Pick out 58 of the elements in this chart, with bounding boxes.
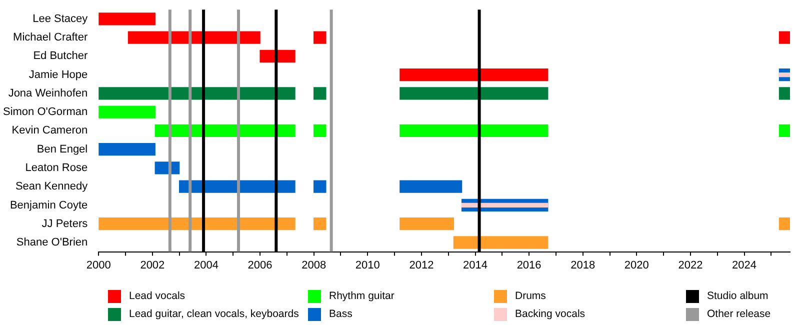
y-tick-label: Jona Weinhofen — [8, 87, 88, 100]
legend-label: Other release — [707, 308, 771, 320]
y-tick-label: Sean Kennedy — [15, 180, 88, 193]
x-tick-label: 2010 — [355, 259, 380, 272]
x-tick-label: 2004 — [194, 259, 218, 272]
y-tick-label: Jamie Hope — [28, 68, 88, 81]
x-tick-label: 2012 — [409, 259, 434, 272]
bar — [461, 202, 548, 208]
bar — [314, 218, 326, 230]
x-tick-label: 2024 — [732, 259, 757, 272]
bar — [314, 87, 326, 100]
legend-label: Lead guitar, clean vocals, keyboards — [129, 308, 299, 320]
bar — [314, 124, 326, 138]
bar — [98, 106, 156, 118]
legend-label: Backing vocals — [515, 308, 586, 320]
bar — [400, 68, 548, 82]
y-tick-label: Leaton Rose — [25, 162, 88, 174]
legend-label: Studio album — [707, 290, 768, 302]
y-tick-label: JJ Peters — [42, 218, 88, 230]
x-tick-label: 2022 — [678, 259, 703, 272]
x-tick-label: 2020 — [624, 259, 649, 272]
bar — [778, 124, 790, 138]
x-tick-label: 2002 — [140, 259, 165, 272]
bar — [98, 218, 296, 230]
bar — [400, 180, 462, 193]
bar — [400, 124, 548, 138]
x-tick-label: 2018 — [570, 259, 596, 272]
y-tick-label: Shane O'Brien — [16, 236, 88, 249]
bar — [98, 87, 296, 100]
bar — [400, 218, 454, 230]
bar — [98, 12, 156, 26]
y-tick-label: Lee Stacey — [32, 12, 88, 25]
bar — [98, 143, 156, 156]
y-tick-label: Simon O'Gorman — [2, 106, 88, 118]
bar — [314, 31, 326, 44]
bar — [400, 87, 548, 100]
bar — [314, 180, 326, 193]
y-tick-label: Benjamin Coyte — [10, 199, 88, 212]
legend-label: Drums — [515, 290, 546, 302]
y-tick-label: Ben Engel — [36, 143, 88, 156]
legend-label: Rhythm guitar — [329, 290, 394, 302]
x-tick-label: 2016 — [516, 259, 542, 272]
bar — [260, 50, 296, 63]
legend-label: Bass — [329, 308, 352, 320]
y-tick-label: Ed Butcher — [33, 50, 88, 62]
bar — [778, 218, 790, 230]
x-tick-label: 2006 — [248, 259, 272, 272]
y-tick-label: Kevin Cameron — [12, 124, 88, 137]
y-tick-label: Michael Crafter — [13, 32, 88, 44]
bar — [128, 31, 260, 44]
x-tick-label: 2008 — [302, 259, 326, 272]
bar — [778, 72, 790, 78]
bar — [778, 31, 790, 44]
x-tick-label: 2000 — [86, 259, 111, 272]
legend-label: Lead vocals — [129, 290, 186, 302]
bar — [453, 236, 548, 249]
bar — [778, 87, 790, 100]
x-tick-label: 2014 — [463, 259, 488, 272]
